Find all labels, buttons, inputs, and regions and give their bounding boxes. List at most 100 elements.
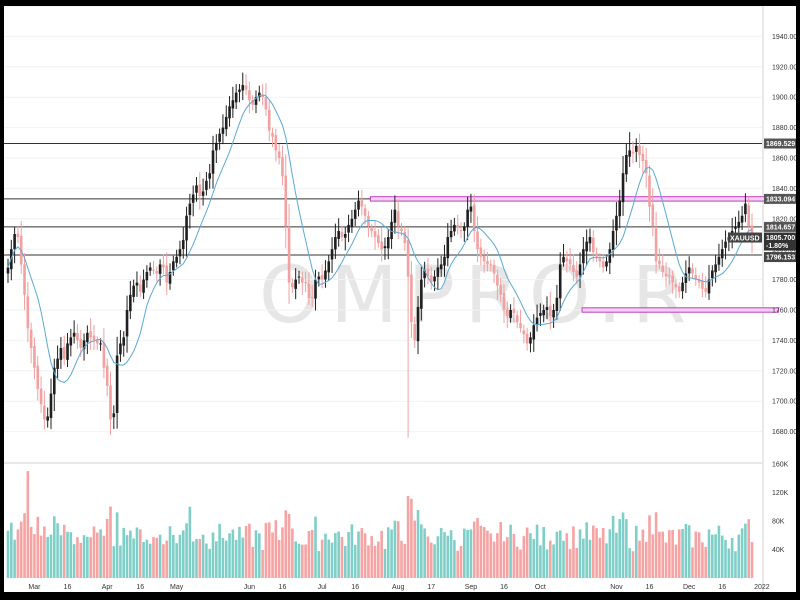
- candle-body: [509, 310, 512, 318]
- candle-body: [33, 345, 36, 368]
- candle-body: [608, 249, 612, 263]
- candle-body: [595, 253, 598, 257]
- candle-body: [241, 85, 245, 91]
- candle-body: [499, 285, 502, 295]
- candle-body: [429, 275, 433, 283]
- price-level-tag-text: 1796.153: [766, 255, 795, 262]
- volume-bar: [641, 529, 645, 578]
- volume-bar: [565, 533, 569, 578]
- volume-bar: [122, 527, 126, 578]
- volume-bar: [95, 532, 99, 578]
- volume-bar: [238, 526, 241, 578]
- candle-body: [367, 215, 370, 227]
- time-tick-label: 16: [136, 584, 144, 591]
- candle-body: [416, 306, 420, 342]
- price-tick-label: 1920.000: [772, 64, 796, 71]
- volume-bar: [509, 524, 512, 578]
- volume-bar: [704, 546, 708, 578]
- candle-body: [13, 234, 16, 250]
- volume-bar: [76, 537, 79, 578]
- candle-body: [52, 367, 56, 395]
- volume-bar: [654, 512, 658, 578]
- volume-bar: [334, 533, 337, 578]
- candle-body: [704, 288, 708, 292]
- volume-tick-label: 40K: [772, 547, 785, 554]
- price-axis[interactable]: 1680.000 1700.000 1720.000 1740.000 1760.000…: [772, 34, 800, 554]
- volume-bar: [135, 527, 139, 578]
- volume-bar: [489, 533, 493, 578]
- candle-body: [195, 185, 198, 193]
- candle-body: [568, 259, 572, 265]
- candle-body: [661, 265, 665, 272]
- candle-body: [82, 340, 86, 350]
- time-tick-label: 16: [64, 584, 72, 591]
- candle-body: [420, 279, 423, 309]
- candle-body: [671, 275, 674, 283]
- candle-body: [502, 292, 506, 310]
- volume-bar: [420, 524, 423, 578]
- candle-body: [244, 85, 248, 90]
- candle-body: [370, 228, 374, 231]
- volume-bar: [274, 520, 278, 578]
- volume-bar: [449, 530, 453, 578]
- volume-bar: [145, 539, 149, 578]
- time-axis[interactable]: Mar 16 Apr 16 May Jun 16 Jul 16 Aug 17 Sep 16 Oct Nov 1…: [28, 584, 769, 591]
- candle-body: [172, 261, 175, 271]
- price-level-tag-text: 1814.657: [766, 224, 795, 231]
- candle-body: [277, 151, 281, 158]
- volume-bar: [750, 541, 754, 578]
- candle-body: [668, 275, 671, 277]
- price-tags: 1869.529 1833.094 1814.657 XAUUSD 1805.700-1…: [728, 138, 796, 263]
- time-tick-label: Dec: [683, 584, 696, 591]
- volume-bar: [582, 538, 585, 578]
- volume-bar: [377, 541, 380, 578]
- volume-bar: [628, 548, 631, 578]
- candle-body: [185, 215, 188, 241]
- volume-bar: [99, 529, 102, 578]
- volume-bar: [499, 522, 502, 578]
- price-level-tag-text: 1833.094: [766, 196, 795, 203]
- volume-bar: [601, 528, 605, 578]
- candle-body: [119, 343, 122, 355]
- volume-bar: [595, 528, 598, 578]
- volume-bar: [314, 516, 317, 578]
- candle-body: [122, 337, 126, 346]
- candle-body: [86, 332, 89, 343]
- volume-bar: [271, 532, 274, 578]
- candle-body: [267, 109, 271, 131]
- volume-bar: [644, 541, 648, 578]
- price-level-tag-bg: [764, 252, 796, 263]
- candle-body: [406, 240, 410, 277]
- volume-bar: [168, 526, 172, 578]
- volume-bar: [281, 527, 284, 578]
- volume-bar: [264, 522, 268, 578]
- volume-bar: [29, 526, 33, 578]
- volume-bar: [188, 506, 192, 578]
- volume-tick-label: 120K: [772, 490, 789, 497]
- price-tick-label: 1720.000: [772, 368, 796, 375]
- volume-bar: [542, 526, 545, 578]
- candle-body: [221, 127, 225, 134]
- candle-body: [717, 256, 721, 265]
- volume-bar: [740, 528, 744, 578]
- candle-body: [410, 274, 413, 323]
- volume-bar: [456, 550, 460, 578]
- volume-bar: [291, 528, 294, 578]
- candle-body: [178, 249, 182, 257]
- candle-body: [459, 230, 463, 232]
- volume-bar: [691, 547, 694, 578]
- candle-body: [677, 286, 681, 292]
- candle-body: [737, 221, 741, 228]
- candle-body: [168, 272, 172, 284]
- volume-bar: [535, 524, 539, 578]
- price-tick-label: 1740.000: [772, 338, 796, 345]
- candle-body: [426, 268, 430, 277]
- candle-body: [72, 332, 76, 337]
- candle-body: [578, 264, 582, 276]
- volume-bar: [552, 544, 555, 578]
- volume-bar: [284, 510, 288, 578]
- candle-body: [297, 276, 301, 278]
- volume-bar: [727, 548, 731, 578]
- time-tick-label: 16: [500, 584, 508, 591]
